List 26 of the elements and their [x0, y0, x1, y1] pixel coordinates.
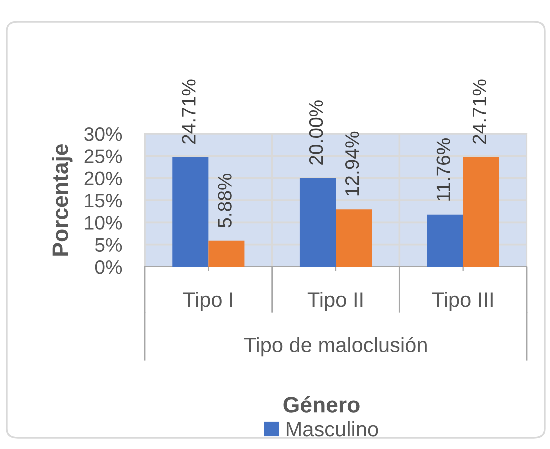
data-label: 11.76% — [436, 138, 451, 201]
y-tick-label: 25% — [84, 150, 122, 164]
y-axis-title: Porcentaje — [52, 144, 73, 256]
legend-label: Masculino — [286, 421, 378, 437]
x-tick-label: Tipo II — [308, 292, 363, 312]
bar — [300, 178, 336, 267]
bar — [208, 240, 245, 267]
bar — [172, 157, 209, 267]
y-tick-label: 20% — [84, 172, 122, 186]
y-tick-label: 5% — [95, 238, 122, 252]
x-tick-label: Tipo I — [183, 292, 232, 312]
data-label: 20.00% — [309, 100, 324, 165]
data-label: 12.94% — [345, 132, 360, 196]
data-label: 5.88% — [218, 174, 232, 228]
data-label: 24.71% — [472, 80, 486, 144]
bar — [463, 157, 500, 267]
bar — [427, 214, 464, 267]
data-label: 24.71% — [182, 80, 196, 144]
y-tick-label: 0% — [95, 260, 122, 274]
x-axis-title: Tipo de maloclusión — [244, 337, 427, 357]
x-tick-label: Tipo III — [432, 292, 493, 312]
y-tick-label: 15% — [85, 194, 122, 208]
bar — [336, 210, 372, 267]
y-tick-label: 10% — [85, 216, 122, 230]
legend-title: Género — [284, 396, 360, 413]
y-tick-label: 30% — [84, 127, 122, 142]
